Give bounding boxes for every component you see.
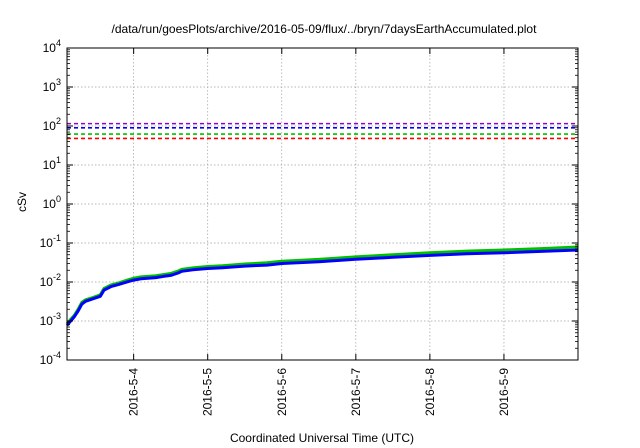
y-tick-label: 10-1	[40, 233, 61, 250]
x-tick-label: 2016-5-5	[201, 368, 215, 416]
y-tick-label: 101	[43, 155, 61, 172]
series-line	[65, 245, 579, 325]
x-axis-ticks: 2016-5-4 2016-5-5 2016-5-6 2016-5-7 2016-5-8…	[127, 48, 511, 416]
y-tick-label: 100	[43, 194, 61, 211]
x-axis-label: Coordinated Universal Time (UTC)	[230, 431, 414, 445]
x-tick-label: 2016-5-9	[497, 368, 511, 416]
y-axis-label: cSv	[15, 192, 29, 212]
grid	[67, 48, 578, 360]
y-tick-label: 10-4	[40, 350, 61, 367]
x-tick-label: 2016-5-4	[127, 368, 141, 416]
x-tick-label: 2016-5-7	[349, 368, 363, 416]
chart-title: /data/run/goesPlots/archive/2016-05-09/f…	[112, 22, 538, 36]
y-tick-label: 104	[43, 38, 61, 55]
y-tick-label: 102	[43, 116, 61, 133]
y-axis-ticks: 10-4 10-3 10-2 10-1 100 101 102 103 104	[40, 38, 578, 367]
series-line	[65, 248, 579, 327]
threshold-lines	[67, 122, 578, 140]
y-tick-label: 10-3	[40, 311, 61, 328]
x-tick-label: 2016-5-6	[275, 368, 289, 416]
series-lines	[65, 245, 579, 327]
y-tick-label: 10-2	[40, 272, 61, 289]
x-tick-label: 2016-5-8	[423, 368, 437, 416]
y-tick-label: 103	[43, 77, 61, 94]
